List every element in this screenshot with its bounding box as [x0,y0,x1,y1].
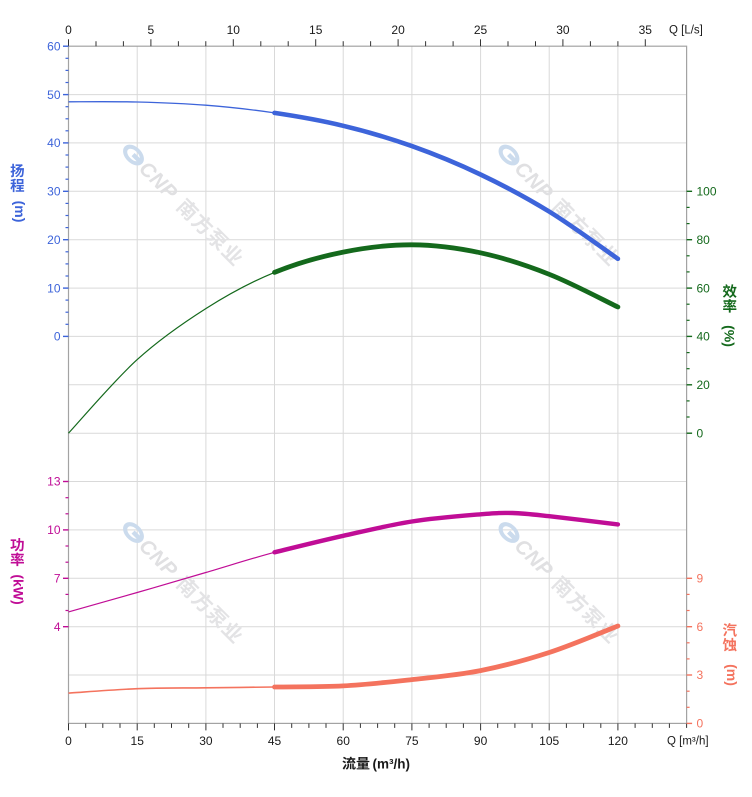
svg-text:40: 40 [47,136,61,150]
svg-text:30: 30 [556,23,570,37]
svg-text:0: 0 [697,426,704,440]
svg-text:35: 35 [639,23,653,37]
svg-text:(m): (m) [724,664,740,686]
svg-text:6: 6 [697,620,704,634]
svg-text:105: 105 [539,734,559,748]
svg-text:80: 80 [697,233,711,247]
svg-text:30: 30 [199,734,213,748]
svg-text:20: 20 [697,378,711,392]
svg-text:45: 45 [268,734,282,748]
svg-text:75: 75 [405,734,419,748]
svg-text:13: 13 [47,475,61,489]
svg-text:10: 10 [47,281,61,295]
svg-text:60: 60 [47,39,61,53]
svg-text:4: 4 [54,620,61,634]
svg-text:60: 60 [697,281,711,295]
svg-text:0: 0 [54,330,61,344]
svg-text:15: 15 [309,23,323,37]
svg-text:(m): (m) [12,201,28,223]
svg-text:0: 0 [697,717,704,731]
svg-text:9: 9 [697,572,704,586]
svg-text:3: 3 [697,668,704,682]
svg-text:(%): (%) [722,325,738,347]
svg-text:60: 60 [337,734,351,748]
svg-text:15: 15 [131,734,145,748]
svg-text:20: 20 [47,233,61,247]
svg-text:90: 90 [474,734,488,748]
svg-text:(kW): (kW) [10,574,26,604]
svg-text:10: 10 [227,23,241,37]
svg-text:30: 30 [47,185,61,199]
svg-text:5: 5 [148,23,155,37]
svg-text:25: 25 [474,23,488,37]
svg-text:50: 50 [47,88,61,102]
svg-text:7: 7 [54,572,61,586]
svg-text:0: 0 [65,23,72,37]
svg-text:Q [L/s]: Q [L/s] [669,25,703,37]
svg-text:120: 120 [608,734,628,748]
svg-text:10: 10 [47,523,61,537]
svg-text:(m³/h): (m³/h) [373,757,411,772]
svg-text:40: 40 [697,330,711,344]
svg-text:0: 0 [65,734,72,748]
svg-text:20: 20 [391,23,405,37]
svg-text:Q [m³/h]: Q [m³/h] [667,736,709,748]
svg-text:100: 100 [697,185,717,199]
